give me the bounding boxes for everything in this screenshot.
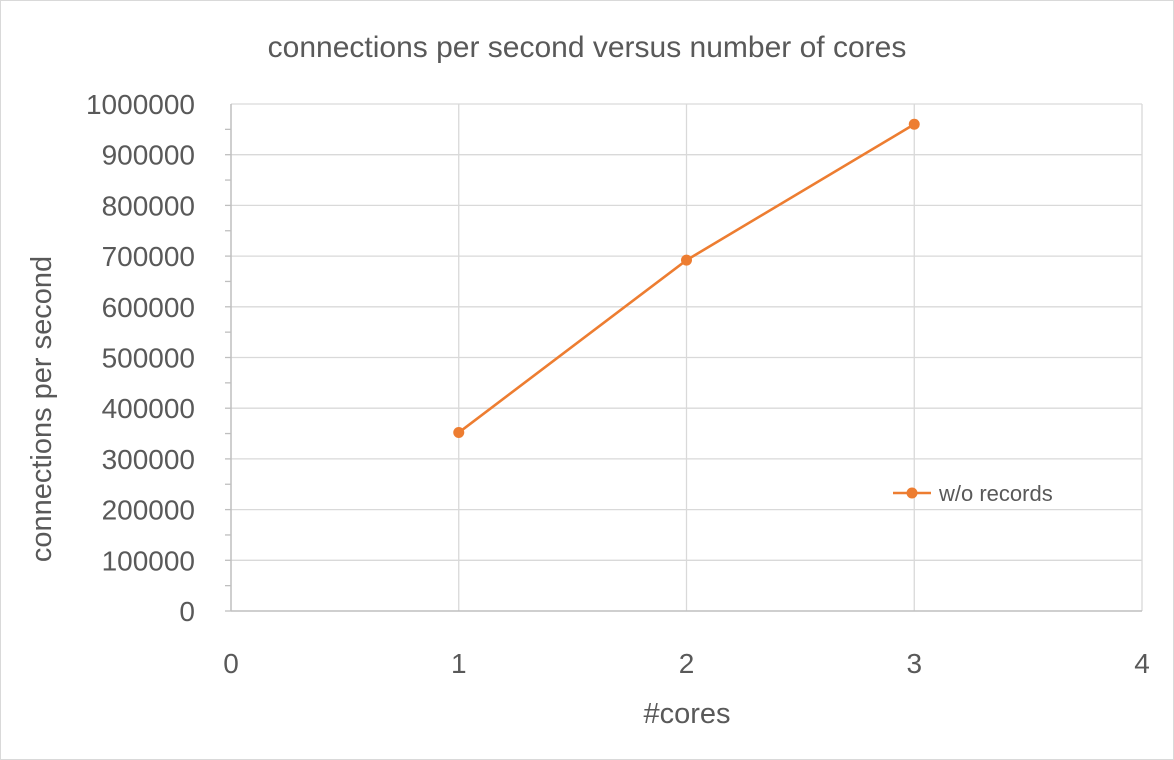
legend: w/o records bbox=[893, 481, 1053, 506]
data-point bbox=[453, 427, 465, 439]
y-tick-label: 300000 bbox=[102, 444, 195, 475]
x-tick-label: 2 bbox=[679, 648, 695, 679]
y-tick-label: 600000 bbox=[102, 292, 195, 323]
legend-label: w/o records bbox=[938, 481, 1053, 506]
x-tick-label: 3 bbox=[906, 648, 922, 679]
y-tick-label: 0 bbox=[179, 596, 195, 627]
legend-marker bbox=[906, 487, 918, 499]
series bbox=[453, 118, 920, 439]
x-axis-label: #cores bbox=[643, 698, 730, 730]
y-axis-label: connections per second bbox=[26, 256, 58, 562]
data-point bbox=[681, 254, 692, 266]
y-tick-label: 1000000 bbox=[86, 89, 195, 120]
data-point bbox=[908, 118, 920, 130]
y-tick-label: 400000 bbox=[102, 393, 195, 424]
tick-labels: 0 100000 200000 300000 400000 500000 600000 700… bbox=[86, 89, 1150, 679]
axes bbox=[225, 104, 1142, 612]
grid bbox=[231, 103, 1143, 611]
x-tick-label: 4 bbox=[1134, 648, 1150, 679]
y-tick-label: 900000 bbox=[102, 140, 195, 171]
y-tick-label: 100000 bbox=[102, 545, 195, 576]
y-tick-label: 700000 bbox=[102, 241, 195, 272]
y-tick-label: 800000 bbox=[102, 190, 195, 221]
x-tick-label: 0 bbox=[223, 648, 239, 679]
x-tick-label: 1 bbox=[451, 648, 467, 679]
y-tick-label: 500000 bbox=[102, 343, 195, 374]
chart-title: connections per second versus number of … bbox=[268, 31, 907, 64]
y-tick-label: 200000 bbox=[102, 495, 195, 526]
